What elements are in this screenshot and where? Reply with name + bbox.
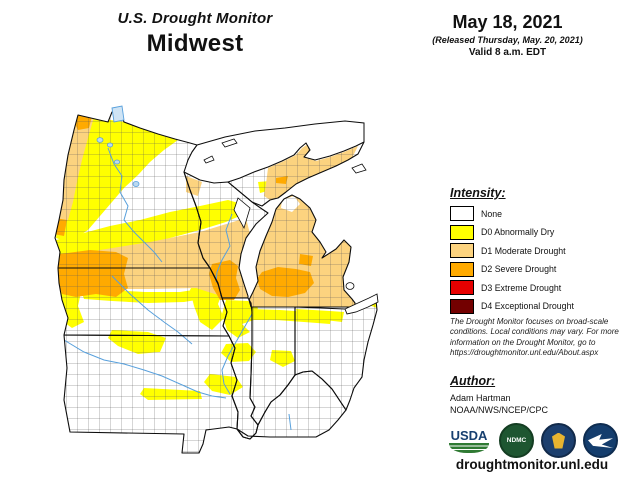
- legend-row-none: None: [450, 206, 622, 221]
- d0-swatch: [450, 224, 474, 240]
- legend-row-d0: D0 Abnormally Dry: [450, 224, 622, 240]
- doc-logo: [541, 423, 576, 458]
- legend: Intensity: None D0 Abnormally Dry D1 Mod…: [450, 186, 622, 317]
- d3-swatch: [450, 280, 474, 295]
- d1-swatch: [450, 243, 474, 258]
- usda-logo-icon: [449, 442, 489, 453]
- logo-row: USDA NDMC: [446, 423, 618, 458]
- usda-logo: USDA: [446, 425, 492, 457]
- legend-label: D2 Severe Drought: [481, 264, 557, 274]
- map-date: May 18, 2021: [452, 12, 563, 32]
- green-bay: [233, 197, 251, 230]
- noaa-logo: [583, 423, 618, 458]
- lake-of-the-woods: [111, 105, 125, 123]
- d4-swatch: [450, 298, 474, 314]
- ndmc-logo: NDMC: [499, 423, 534, 458]
- legend-label: D3 Extreme Drought: [481, 282, 562, 293]
- page-title: U.S. Drought Monitor: [117, 10, 273, 27]
- land-area: [55, 112, 377, 453]
- disclaimer-text: The Drought Monitor focuses on broad-sca…: [450, 317, 619, 358]
- legend-row-d1: D1 Moderate Drought: [450, 243, 622, 258]
- ndmc-logo-text: NDMC: [506, 437, 527, 444]
- minnesota-lakes: [96, 137, 140, 187]
- d2-swatch: [450, 261, 474, 277]
- none-swatch: [450, 206, 474, 221]
- lakes-and-islands: [111, 105, 379, 315]
- legend-label: D1 Moderate Drought: [481, 245, 566, 256]
- lake-erie: [344, 293, 379, 315]
- site-url: droughtmonitor.unl.edu: [455, 457, 609, 472]
- drought-map-svg: [54, 105, 379, 454]
- apostle-islands: [203, 155, 215, 164]
- county-grid: [55, 112, 377, 453]
- legend-row-d4: D4 Exceptional Drought: [450, 298, 622, 314]
- valid-time: Valid 8 a.m. EDT: [468, 47, 547, 58]
- legend-label: None: [481, 208, 503, 219]
- noaa-bird-icon: [588, 434, 613, 448]
- title-block: U.S. Drought Monitor Midwest: [85, 10, 305, 58]
- legend-row-d2: D2 Severe Drought: [450, 261, 622, 277]
- author-name: Adam Hartman: [450, 393, 511, 403]
- lake-st-clair: [345, 282, 355, 290]
- drought-map: [50, 80, 450, 482]
- legend-heading: Intensity:: [450, 186, 506, 200]
- doc-emblem-icon: [552, 432, 565, 449]
- usda-logo-text: USDA: [450, 427, 488, 443]
- author-org: NOAA/NWS/NCEP/CPC: [450, 405, 549, 415]
- region-title: Midwest: [146, 30, 244, 57]
- drummond-island: [351, 163, 367, 174]
- rivers: [63, 147, 292, 431]
- legend-label: D4 Exceptional Drought: [481, 301, 574, 311]
- date-block: May 18, 2021 (Released Thursday, May. 20…: [405, 12, 610, 58]
- author-block: Author: Adam Hartman NOAA/NWS/NCEP/CPC: [450, 374, 622, 415]
- legend-row-d3: D3 Extreme Drought: [450, 280, 622, 295]
- author-heading: Author:: [450, 374, 496, 388]
- legend-label: D0 Abnormally Dry: [481, 227, 555, 237]
- release-date: (Released Thursday, May. 20, 2021): [432, 35, 583, 45]
- isle-royale: [221, 138, 238, 148]
